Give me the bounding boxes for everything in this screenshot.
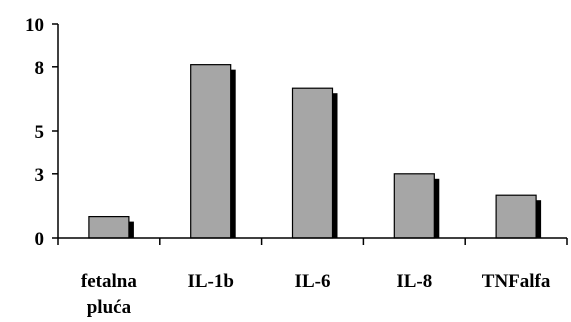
y-tick-label: 10 [25, 15, 44, 36]
x-tick-label: IL-1b [187, 271, 233, 292]
y-tick-label: 0 [35, 229, 45, 250]
x-tick-label: IL-6 [295, 271, 331, 292]
y-tick-label: 5 [35, 122, 45, 143]
bar [495, 194, 537, 239]
y-tick-label: 3 [35, 165, 45, 186]
x-tick-label: fetalna [81, 271, 137, 292]
x-tick-label: IL-8 [396, 271, 432, 292]
x-tick-label: TNFalfa [482, 271, 551, 292]
bar [190, 64, 232, 239]
y-tick-label: 8 [35, 58, 45, 79]
bar [393, 173, 435, 239]
bar [291, 87, 334, 239]
x-tick-label: pluća [87, 297, 132, 318]
bar [88, 216, 130, 239]
